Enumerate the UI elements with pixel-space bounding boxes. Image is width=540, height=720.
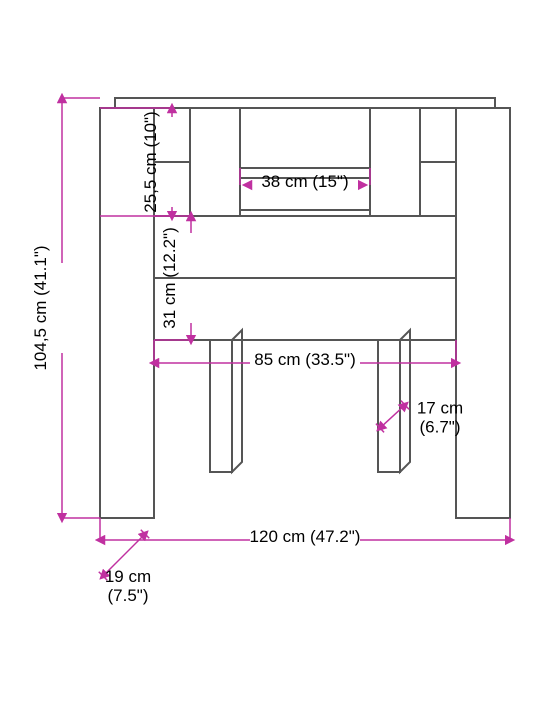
depth-leg-label: 17 cm(6.7") [417, 399, 463, 437]
height-overall [62, 98, 100, 518]
shelf-upper-height-label: 25,5 cm (10") [141, 111, 160, 212]
middle-height-label: 31 cm (12.2") [160, 227, 179, 328]
height-overall-label: 104,5 cm (41.1") [31, 245, 50, 370]
center-width-label: 38 cm (15") [261, 172, 348, 191]
depth-leg [376, 401, 409, 433]
overall-width-label: 120 cm (47.2") [250, 527, 361, 546]
inner-width-label: 85 cm (33.5") [254, 350, 355, 369]
depth-overall-label: 19 cm(7.5") [105, 567, 151, 605]
